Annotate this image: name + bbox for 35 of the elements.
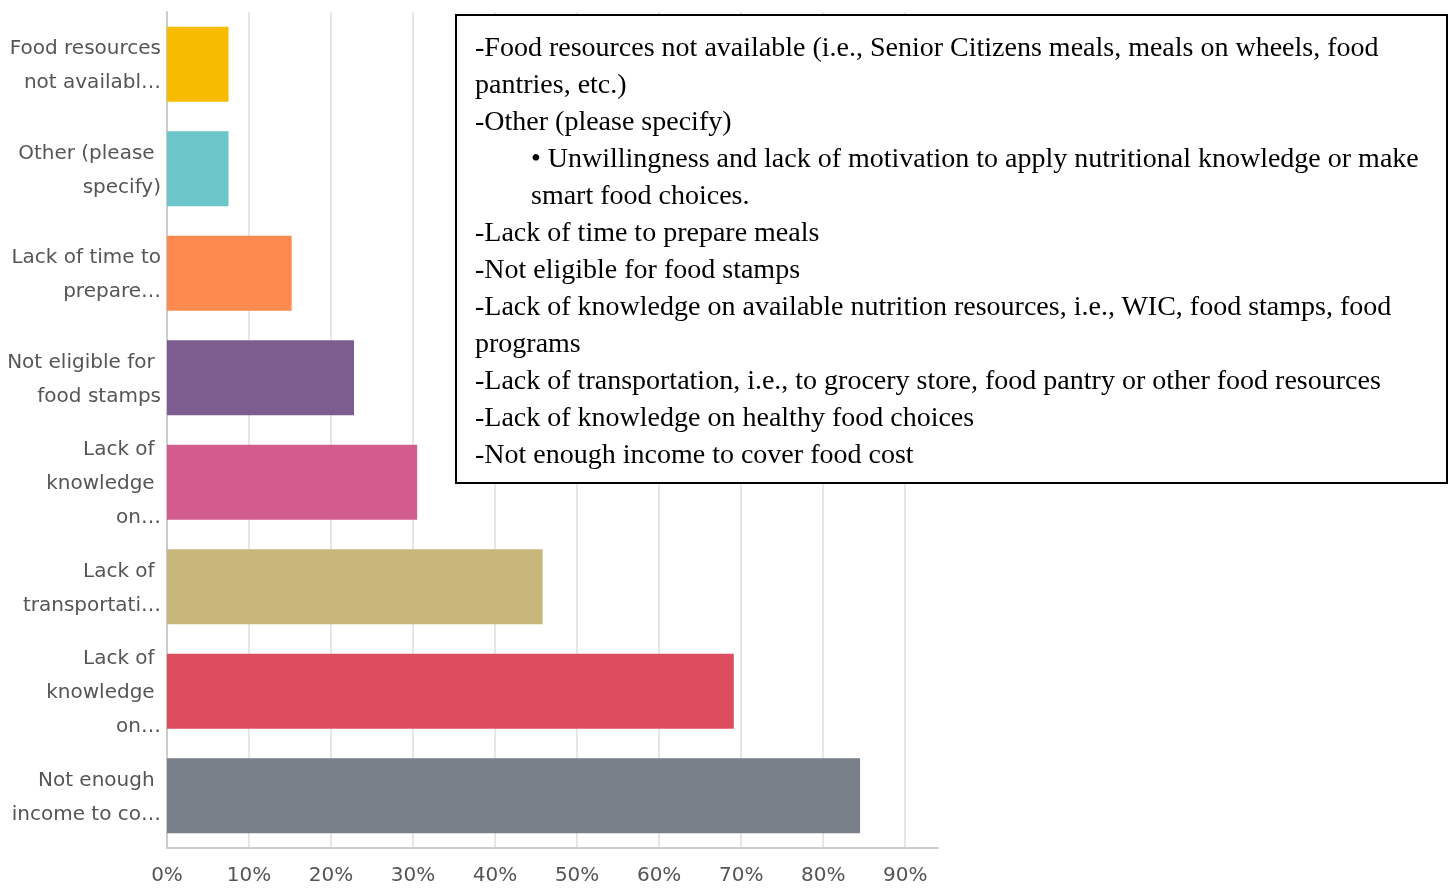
annotation: -Lack of time to prepare meals — [475, 215, 821, 249]
x-tick-label: 20% — [308, 862, 354, 886]
x-tick-label: 60% — [636, 862, 682, 886]
bar — [167, 653, 734, 729]
y-tick-label: Food resources not availabl… — [9, 35, 161, 94]
bar — [167, 131, 229, 207]
bar — [167, 758, 861, 834]
x-tick-label: 10% — [226, 862, 272, 886]
annotation: -Not eligible for food stamps — [475, 252, 802, 286]
annotation: -Other (please specify) — [475, 104, 733, 138]
y-tick-label: Not eligible for food stamps — [7, 348, 161, 407]
x-tick-label: 70% — [718, 862, 764, 886]
x-tick-label: 90% — [882, 862, 928, 886]
bar — [167, 340, 355, 416]
x-tick-label: 0% — [151, 862, 183, 886]
annotation: -Not enough income to cover food cost — [475, 437, 915, 471]
y-tick-label: Lack of time to prepare… — [11, 244, 161, 303]
y-tick-label: Other (please specify) — [18, 139, 161, 198]
annotation: -Lack of transportation, i.e., to grocery store, food pantry or other food resources — [475, 363, 1382, 397]
annotation: -Lack of knowledge on healthy food choices — [475, 400, 976, 434]
annotation: -Lack of knowledge on available nutrition resources, i.e., WIC, food stamps, food programs — [475, 289, 1393, 360]
x-tick-label: 30% — [390, 862, 436, 886]
y-tick-label: Lack of knowledge on… — [46, 436, 161, 529]
bar — [167, 26, 229, 102]
x-tick-label: 50% — [554, 862, 600, 886]
x-tick-label: 80% — [800, 862, 846, 886]
bar — [167, 549, 543, 625]
bar — [167, 444, 418, 520]
y-tick-label: Lack of transportati… — [22, 557, 161, 616]
annotation: -Food resources not available (i.e., Senior Citizens meals, meals on wheels, food pantries, etc.) — [475, 30, 1380, 101]
x-tick-label: 40% — [472, 862, 518, 886]
y-tick-label: Lack of knowledge on… — [46, 645, 161, 738]
y-tick-label: Not enough income to co… — [11, 766, 161, 825]
annotation: • Unwillingness and lack of motivation to apply nutritional knowledge or make smart food choices. — [530, 141, 1420, 212]
bar — [167, 235, 292, 311]
